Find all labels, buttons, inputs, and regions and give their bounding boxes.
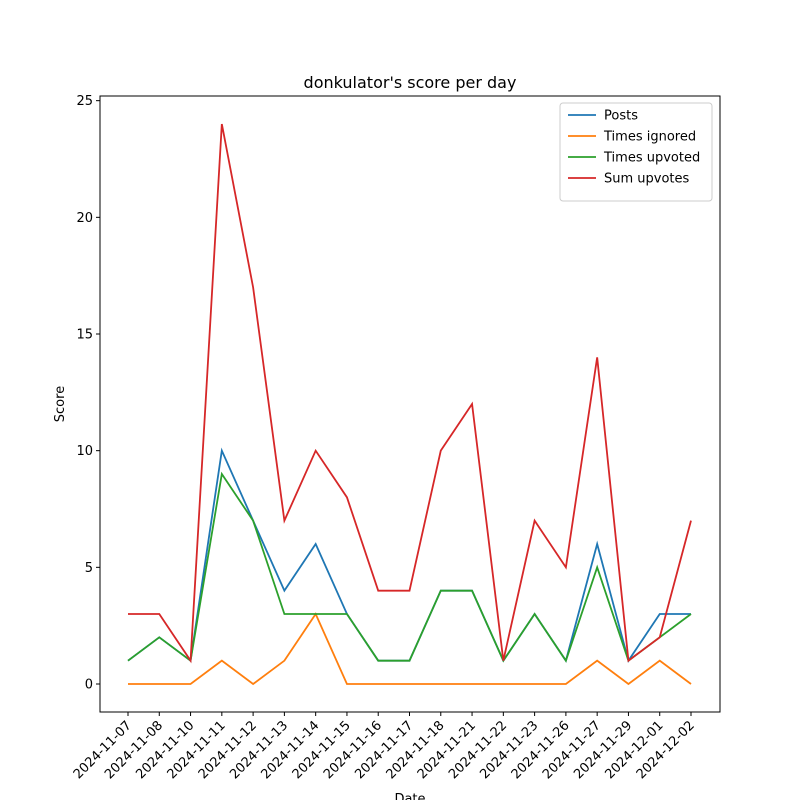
legend-label: Posts — [604, 109, 638, 124]
chart-title: donkulator's score per day — [304, 73, 517, 92]
y-tick-label: 20 — [76, 211, 93, 226]
legend-box — [559, 102, 713, 202]
x-axis-label: Date — [394, 792, 425, 800]
legend-label: Sum upvotes — [604, 172, 690, 187]
y-axis-label: Score — [53, 386, 68, 422]
legend: Posts Times ignored Times upvoted Sum upvot… — [559, 102, 713, 202]
y-tick-label: 5 — [85, 561, 93, 576]
line-series — [127, 447, 691, 663]
legend-label: Times upvoted — [603, 151, 700, 166]
y-tick-label: 15 — [76, 328, 93, 343]
y-tick-label: 25 — [76, 94, 93, 109]
y-tick-label: 0 — [85, 678, 93, 693]
y-tick-label: 10 — [76, 444, 93, 459]
line-series — [128, 123, 692, 664]
line-series — [127, 471, 692, 663]
line-series — [128, 612, 692, 686]
legend-label: Times ignored — [603, 130, 696, 145]
